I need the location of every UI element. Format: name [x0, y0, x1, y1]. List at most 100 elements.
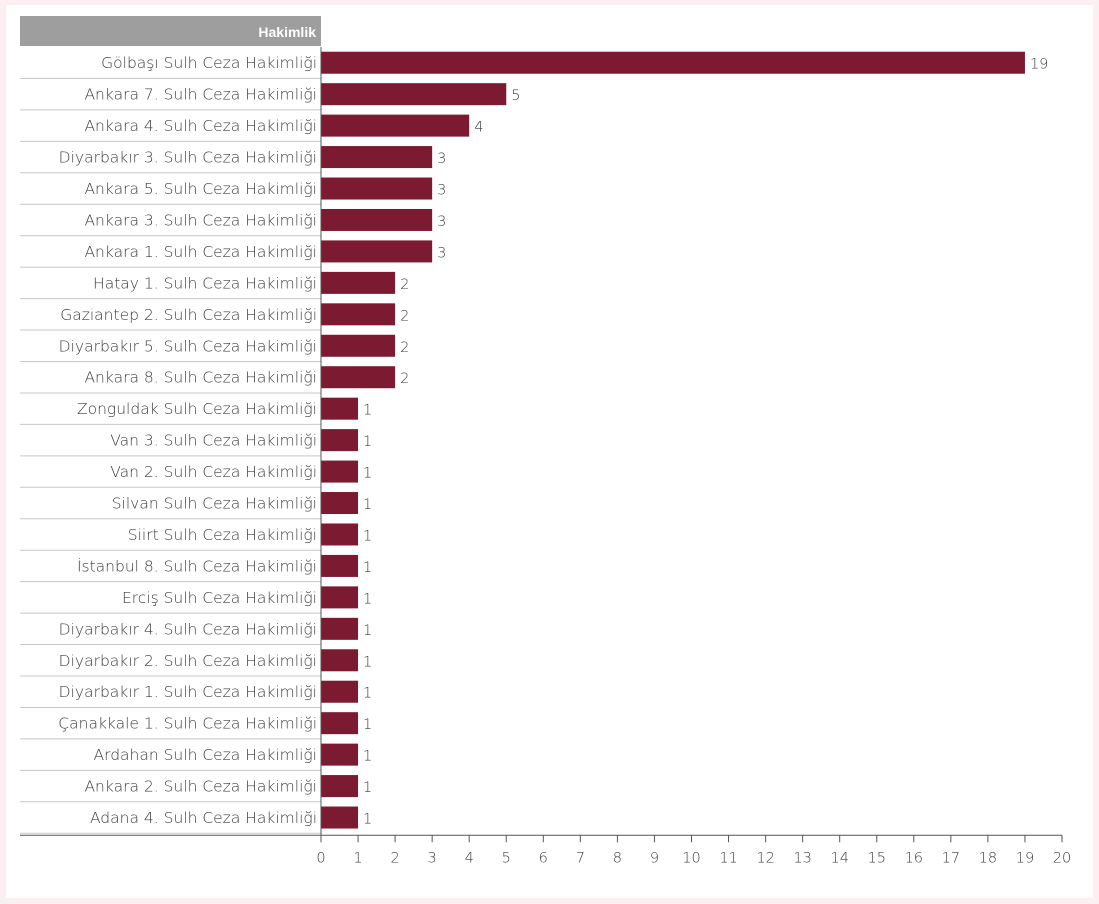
x-tick-label: 13 [793, 850, 811, 866]
x-tick-label: 14 [830, 850, 848, 866]
chart-frame: Hakimlik Gölbaşı Sulh Ceza Hakimliği Anka… [6, 5, 1093, 898]
category-label: Ardahan Sulh Ceza Hakimliği [93, 746, 317, 764]
x-tick-label: 11 [719, 850, 737, 866]
bar [321, 554, 359, 577]
value-label: 2 [400, 277, 409, 293]
category-label: Diyarbakır 5. Sulh Ceza Hakimliği [59, 337, 317, 355]
bar [321, 680, 359, 703]
category-label: Erciş Sulh Ceza Hakimliği [122, 589, 317, 607]
value-label: 1 [363, 812, 372, 828]
bar [321, 146, 433, 169]
bar [321, 177, 433, 200]
category-label: Ankara 8. Sulh Ceza Hakimliği [84, 369, 317, 387]
value-label: 3 [437, 183, 446, 199]
bar [321, 523, 359, 546]
category-label: Diyarbakır 1. Sulh Ceza Hakimliği [59, 683, 317, 701]
x-tick-label: 20 [1053, 850, 1071, 866]
value-label: 1 [363, 434, 372, 450]
bar [321, 303, 396, 326]
category-label: Van 3. Sulh Ceza Hakimliği [110, 432, 317, 450]
x-tick-label: 16 [905, 850, 923, 866]
bar [321, 208, 433, 231]
value-label: 1 [363, 497, 372, 513]
x-tick-label: 4 [465, 850, 474, 866]
value-label: 3 [437, 245, 446, 261]
x-tick-label: 6 [539, 850, 548, 866]
category-label: Van 2. Sulh Ceza Hakimliği [110, 463, 317, 481]
value-label: 1 [363, 654, 372, 670]
value-label: 1 [363, 591, 372, 607]
category-label: Diyarbakır 4. Sulh Ceza Hakimliği [59, 620, 317, 638]
bar [321, 83, 507, 106]
value-label: 2 [400, 308, 409, 324]
x-tick-label: 10 [682, 850, 700, 866]
bar [321, 334, 396, 357]
value-label: 1 [363, 466, 372, 482]
bar [321, 712, 359, 735]
x-tick-label: 15 [868, 850, 886, 866]
category-label: Ankara 5. Sulh Ceza Hakimliği [84, 180, 317, 198]
x-tick-label: 7 [576, 850, 585, 866]
value-label: 1 [363, 560, 372, 576]
value-label: 1 [363, 528, 372, 544]
category-label: Silvan Sulh Ceza Hakimliği [112, 495, 317, 513]
value-label: 3 [437, 214, 446, 230]
category-label: Diyarbakır 3. Sulh Ceza Hakimliği [59, 149, 317, 167]
bar [321, 617, 359, 640]
bars: 19 5 4 3 3 3 3 2 2 2 2 1 1 1 1 1 1 1 1 1 1 1 1 1 1 [321, 51, 1048, 829]
category-label: Diyarbakır 2. Sulh Ceza Hakimliği [59, 652, 317, 670]
category-label: Hatay 1. Sulh Ceza Hakimliği [93, 274, 317, 292]
value-label: 1 [363, 780, 372, 796]
value-label: 3 [437, 151, 446, 167]
bar [321, 743, 359, 766]
x-tick-label: 1 [353, 850, 362, 866]
x-tick-label: 17 [942, 850, 960, 866]
value-label: 5 [511, 88, 520, 104]
bar [321, 51, 1025, 74]
category-label: Çanakkale 1. Sulh Ceza Hakimliği [58, 715, 317, 733]
category-label: Gölbaşı Sulh Ceza Hakimliği [101, 54, 317, 72]
category-label: İstanbul 8. Sulh Ceza Hakimliği [77, 557, 317, 575]
x-tick-label: 8 [613, 850, 622, 866]
category-label: Ankara 4. Sulh Ceza Hakimliği [84, 117, 317, 135]
bar [321, 492, 359, 515]
value-label: 1 [363, 403, 372, 419]
category-label: Siirt Sulh Ceza Hakimliği [128, 526, 317, 544]
bar [321, 429, 359, 452]
category-label: Gaziantep 2. Sulh Ceza Hakimliği [60, 306, 317, 324]
x-tick-label: 9 [650, 850, 659, 866]
value-label: 1 [363, 717, 372, 733]
value-label: 4 [474, 120, 483, 136]
category-label: Ankara 1. Sulh Ceza Hakimliği [84, 243, 317, 261]
bar [321, 775, 359, 798]
value-label: 2 [400, 371, 409, 387]
x-tick-label: 5 [502, 850, 511, 866]
header-label: Hakimlik [258, 24, 316, 40]
x-tick-label: 0 [316, 850, 325, 866]
category-label: Adana 4. Sulh Ceza Hakimliği [90, 809, 317, 827]
value-label: 1 [363, 749, 372, 765]
bar [321, 586, 359, 609]
category-label: Ankara 3. Sulh Ceza Hakimliği [84, 211, 317, 229]
bar [321, 806, 359, 829]
value-label: 19 [1030, 57, 1048, 73]
category-label: Zonguldak Sulh Ceza Hakimliği [77, 400, 317, 418]
x-tick-label: 2 [390, 850, 399, 866]
bar [321, 397, 359, 420]
header-cell [20, 16, 321, 46]
value-label: 2 [400, 340, 409, 356]
x-tick-label: 3 [428, 850, 437, 866]
x-axis: 0 1 2 3 4 5 6 7 8 9 10 11 12 13 14 15 16 17 18 19 20 [20, 47, 1071, 866]
value-label: 1 [363, 623, 372, 639]
bar [321, 366, 396, 389]
category-rows: Gölbaşı Sulh Ceza Hakimliği Ankara 7. Sul… [20, 54, 321, 834]
category-label: Ankara 7. Sulh Ceza Hakimliği [84, 86, 317, 104]
bar-chart: Hakimlik Gölbaşı Sulh Ceza Hakimliği Anka… [20, 16, 1071, 866]
value-label: 1 [363, 686, 372, 702]
x-tick-label: 12 [756, 850, 774, 866]
bar [321, 240, 433, 263]
x-tick-label: 18 [979, 850, 997, 866]
bar [321, 271, 396, 294]
bar [321, 649, 359, 672]
bar [321, 114, 470, 137]
